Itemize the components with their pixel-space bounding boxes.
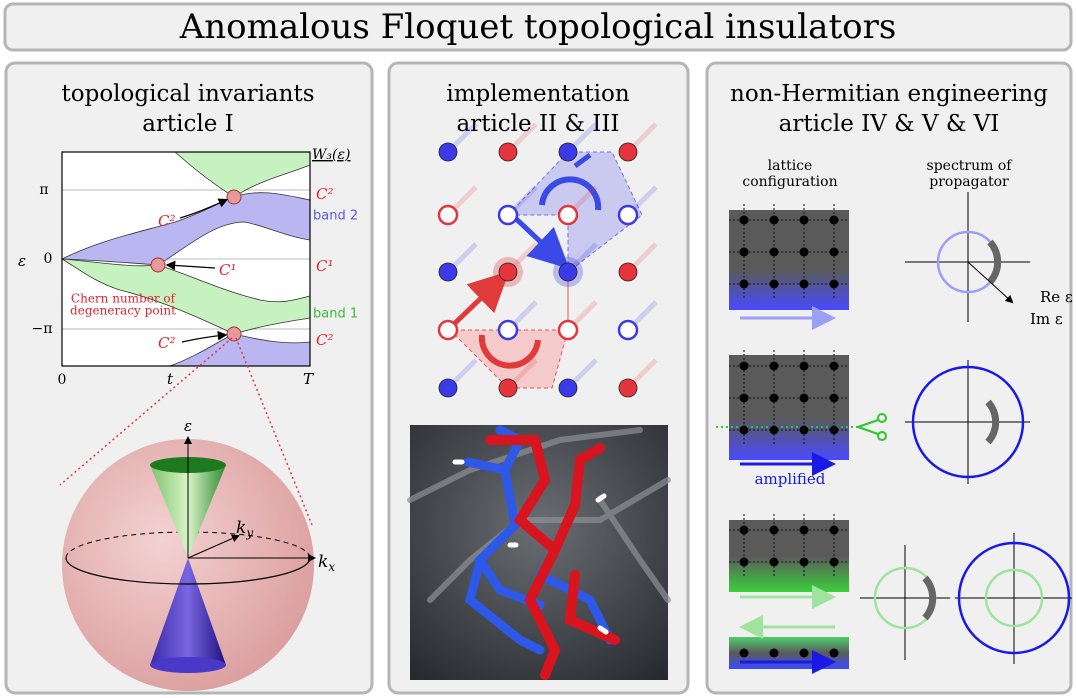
winding-label: W₃(ε) bbox=[312, 147, 350, 163]
column-heading: spectrum of bbox=[927, 158, 1014, 174]
site bbox=[439, 206, 457, 224]
site bbox=[439, 379, 457, 397]
chern-label: C¹ bbox=[219, 261, 237, 279]
site bbox=[559, 143, 577, 161]
degeneracy-point bbox=[227, 190, 241, 204]
lattice-box bbox=[729, 355, 849, 460]
site bbox=[619, 321, 637, 339]
site bbox=[800, 649, 809, 658]
cone-bottom bbox=[150, 657, 226, 673]
figure: Anomalous Floquet topological insulators… bbox=[0, 0, 1076, 698]
annotation: degeneracy point bbox=[70, 304, 176, 318]
amplified-label: amplified bbox=[755, 470, 826, 488]
y-axis-label: ε bbox=[18, 252, 26, 270]
site bbox=[559, 206, 577, 224]
x-tick-label: 0 bbox=[58, 372, 67, 388]
site bbox=[559, 379, 577, 397]
site bbox=[740, 649, 749, 658]
column-heading: lattice bbox=[768, 158, 813, 174]
site bbox=[499, 379, 517, 397]
y-tick-label: −π bbox=[32, 321, 53, 337]
column-heading: configuration bbox=[742, 174, 837, 190]
axis-label: ε bbox=[184, 417, 192, 435]
chern-label: C² bbox=[316, 185, 334, 203]
chern-label: C² bbox=[316, 331, 334, 349]
site bbox=[559, 321, 577, 339]
axis-label: Re ε bbox=[1040, 288, 1073, 306]
chern-label: C² bbox=[158, 212, 176, 230]
site bbox=[830, 649, 839, 658]
joint bbox=[598, 496, 604, 500]
x-tick-label: T bbox=[303, 370, 314, 388]
site bbox=[499, 206, 517, 224]
site bbox=[499, 263, 517, 281]
site bbox=[439, 321, 457, 339]
band-plot: π 0 −π ε 0 t T W₃(ε) C² C¹ C² C² C¹ C² b… bbox=[18, 147, 358, 388]
heading: topological invariants bbox=[62, 81, 315, 107]
site bbox=[619, 206, 637, 224]
site bbox=[439, 143, 457, 161]
heading: article I bbox=[142, 111, 234, 137]
heading: non-Hermitian engineering bbox=[730, 81, 1048, 107]
site bbox=[559, 263, 577, 281]
degeneracy-point bbox=[151, 258, 165, 272]
band-label: band 1 bbox=[313, 307, 358, 322]
chern-label: C² bbox=[158, 334, 176, 352]
site bbox=[619, 379, 637, 397]
heading: article IV & V & VI bbox=[779, 111, 1000, 137]
band-label: band 2 bbox=[313, 209, 358, 224]
chern-label: C¹ bbox=[316, 257, 334, 275]
site bbox=[619, 143, 637, 161]
axis-label: Im ε bbox=[1030, 310, 1063, 328]
site bbox=[499, 321, 517, 339]
y-tick-label: 0 bbox=[44, 251, 53, 267]
degeneracy-point bbox=[227, 327, 241, 341]
heading: implementation bbox=[446, 81, 629, 107]
x-tick-label: t bbox=[167, 370, 174, 388]
lattice-box bbox=[729, 210, 849, 310]
joint bbox=[600, 628, 606, 632]
render-image bbox=[410, 425, 668, 680]
site bbox=[770, 649, 779, 658]
column-heading: propagator bbox=[929, 174, 1009, 190]
site bbox=[619, 263, 637, 281]
y-tick-label: π bbox=[39, 182, 48, 198]
title: Anomalous Floquet topological insulators bbox=[179, 7, 897, 47]
site bbox=[499, 143, 517, 161]
site bbox=[439, 263, 457, 281]
